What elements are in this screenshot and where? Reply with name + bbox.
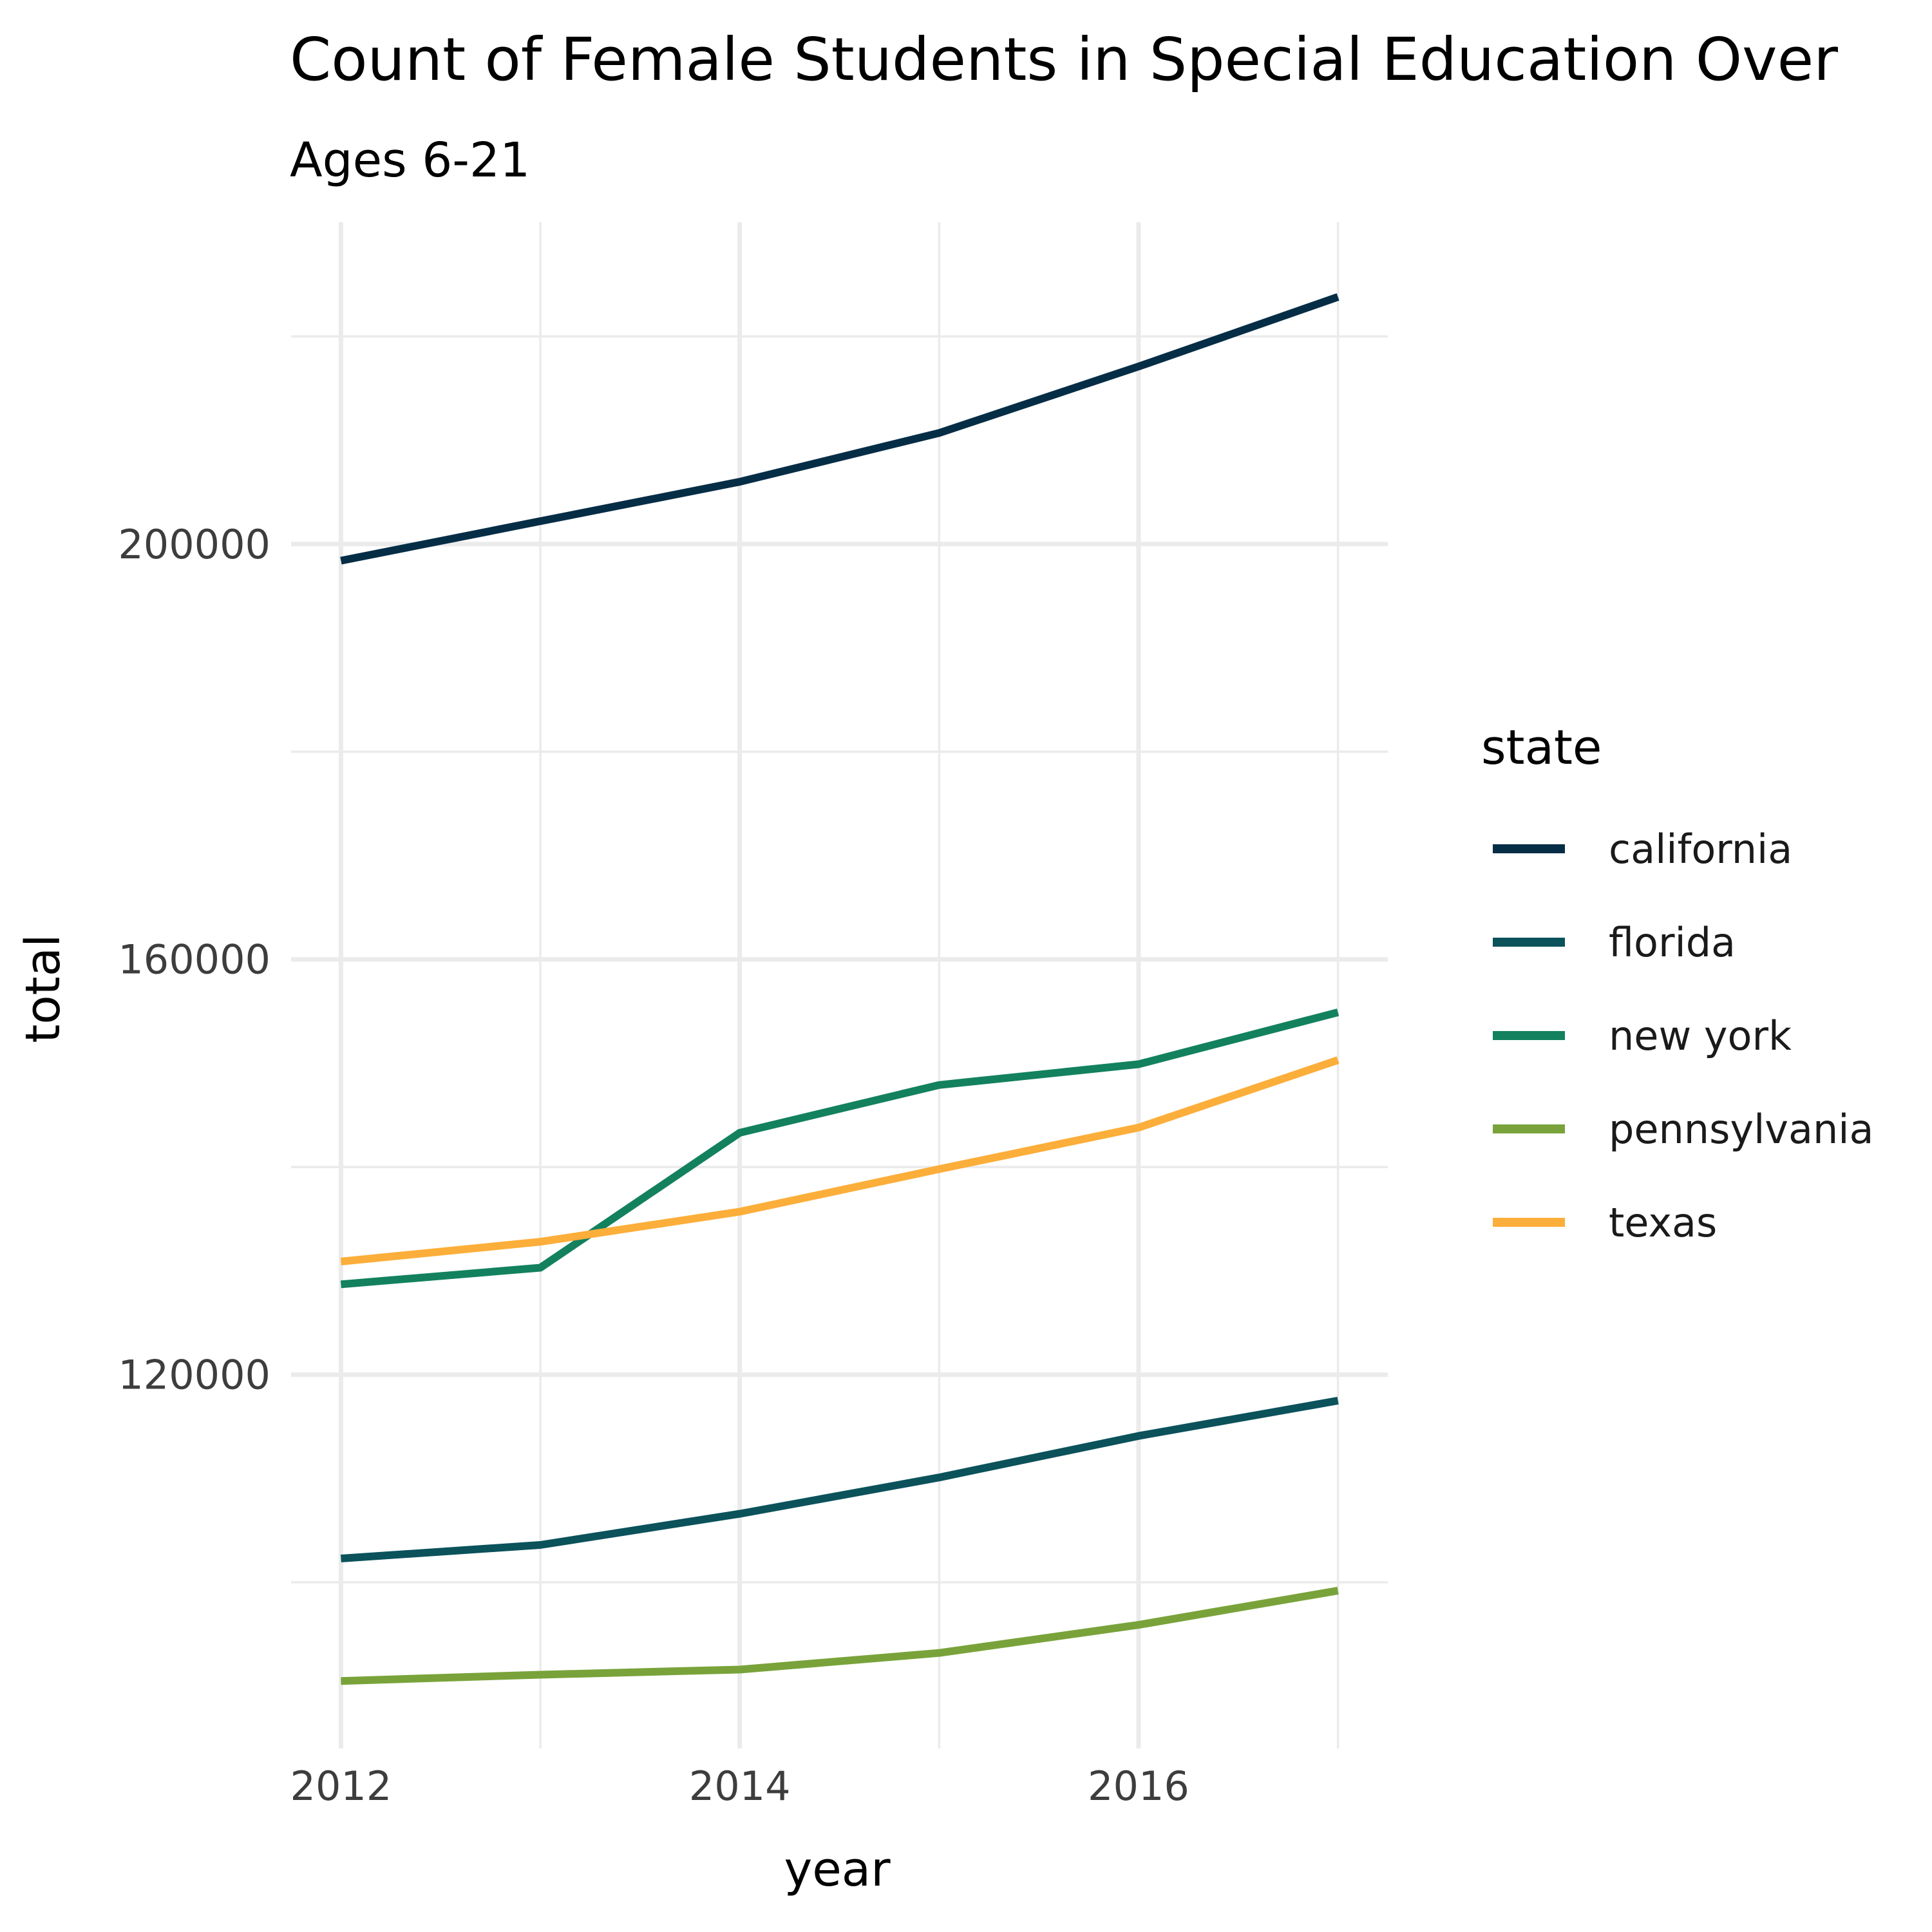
y-tick-label: 120000 <box>118 1352 270 1399</box>
x-tick-label: 2016 <box>1088 1763 1189 1810</box>
y-tick-label: 160000 <box>118 936 270 983</box>
y-axis-title: total <box>15 934 71 1043</box>
series-line-pennsylvania <box>341 1586 1339 1685</box>
legend-title: state <box>1481 720 1602 775</box>
legend-label: florida <box>1609 919 1736 966</box>
legend-item: california <box>1493 826 1792 873</box>
series-line-texas <box>340 1056 1340 1265</box>
grid <box>291 222 1388 1748</box>
series-lines <box>340 293 1340 1685</box>
x-tick-label: 2014 <box>689 1763 791 1810</box>
legend-item: new york <box>1493 1012 1792 1059</box>
chart-subtitle: Ages 6-21 <box>290 133 530 188</box>
legend-label: pennsylvania <box>1609 1106 1874 1153</box>
y-tick-label: 200000 <box>118 521 270 568</box>
legend-label: texas <box>1609 1199 1717 1246</box>
x-axis-title: year <box>784 1842 891 1897</box>
x-tick-label: 2012 <box>290 1763 392 1810</box>
legend-item: texas <box>1493 1199 1717 1246</box>
legend: state california florida new york pennsylva… <box>1481 720 1874 1246</box>
legend-item: pennsylvania <box>1493 1106 1874 1153</box>
legend-label: california <box>1609 826 1792 873</box>
series-line-california <box>340 293 1340 565</box>
series-line-florida <box>340 1396 1339 1562</box>
legend-label: new york <box>1609 1012 1792 1059</box>
series-line-new-york <box>340 1009 1340 1289</box>
chart-title: Count of Female Students in Special Educ… <box>290 25 1838 94</box>
x-axis-ticks: 2012 2014 2016 <box>290 1763 1189 1810</box>
legend-item: florida <box>1493 919 1736 966</box>
y-axis-ticks: 120000 160000 200000 <box>118 521 270 1399</box>
